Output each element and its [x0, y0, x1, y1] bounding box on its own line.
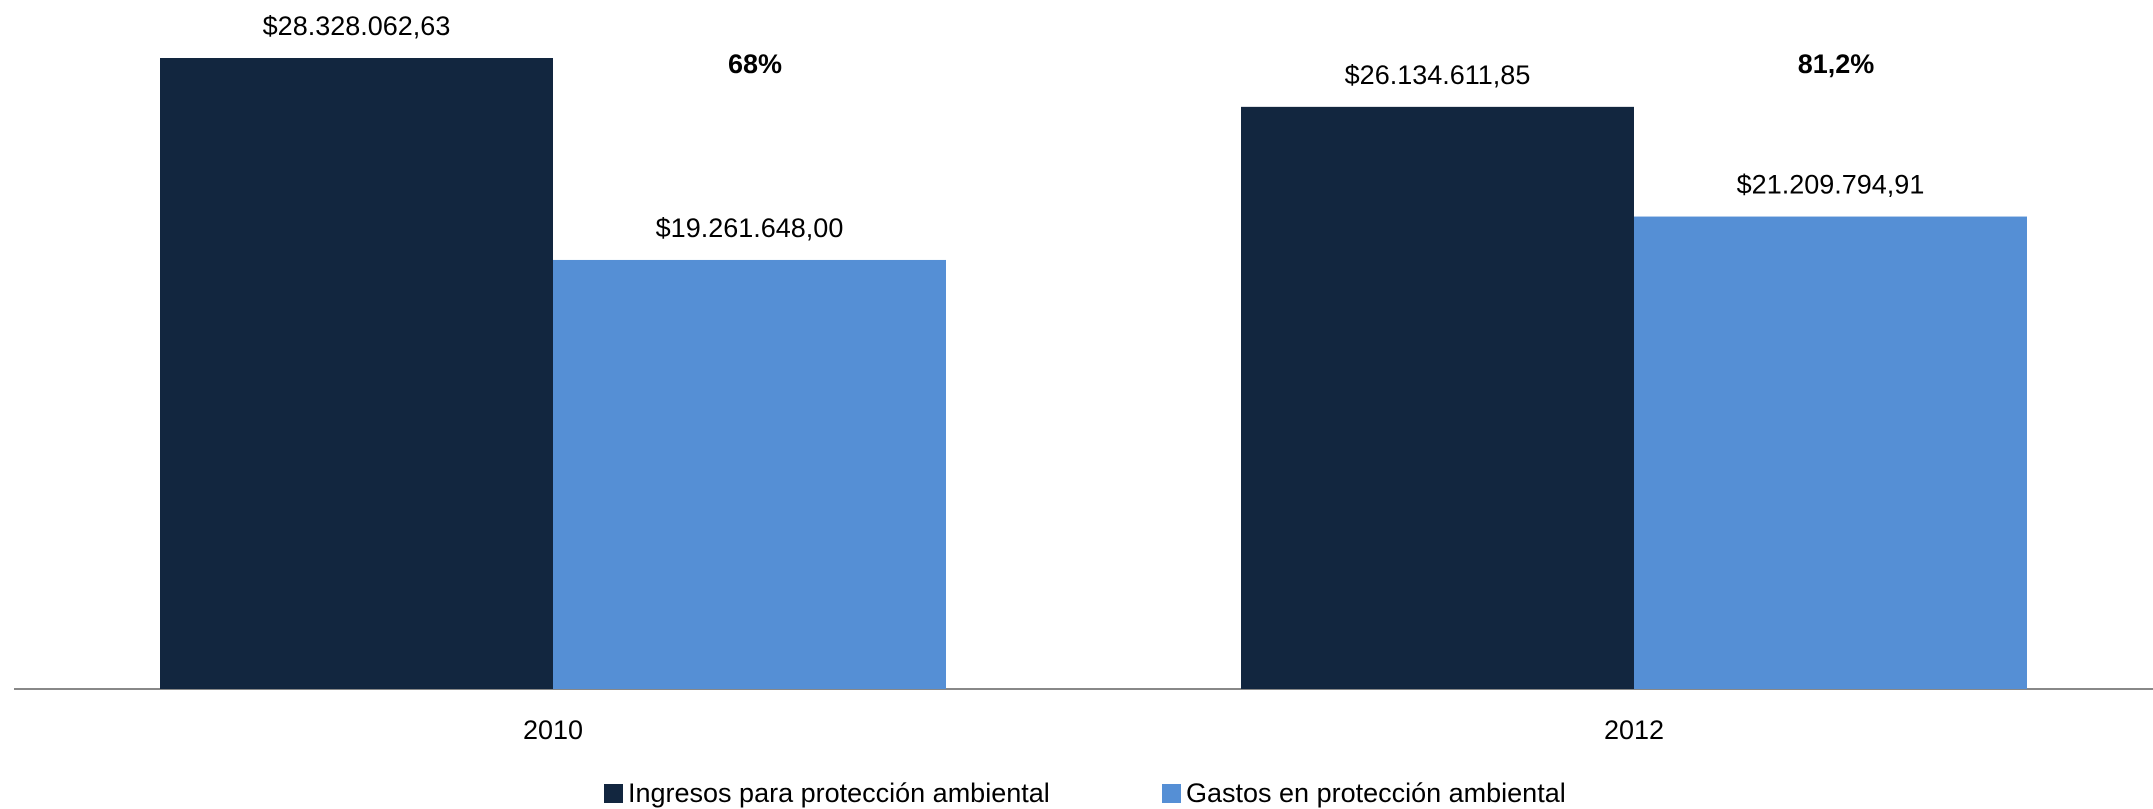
legend-label: Gastos en protección ambiental: [1186, 778, 1566, 808]
x-tick-label: 2010: [523, 715, 583, 745]
value-label: $28.328.062,63: [263, 11, 451, 41]
legend-label: Ingresos para protección ambiental: [628, 778, 1050, 808]
x-tick-label: 2012: [1604, 715, 1664, 745]
legend-swatch: [1162, 784, 1181, 803]
bar: [160, 58, 553, 689]
value-label: $19.261.648,00: [656, 213, 844, 243]
value-label: $26.134.611,85: [1345, 60, 1531, 90]
bar: [1241, 106, 1634, 690]
annotation: 68%: [728, 49, 782, 79]
value-label: $21.209.794,91: [1737, 170, 1925, 200]
annotation: 81,2%: [1798, 49, 1875, 79]
bar: [1634, 216, 2027, 690]
legend-swatch: [604, 784, 623, 803]
bar: [553, 259, 946, 689]
